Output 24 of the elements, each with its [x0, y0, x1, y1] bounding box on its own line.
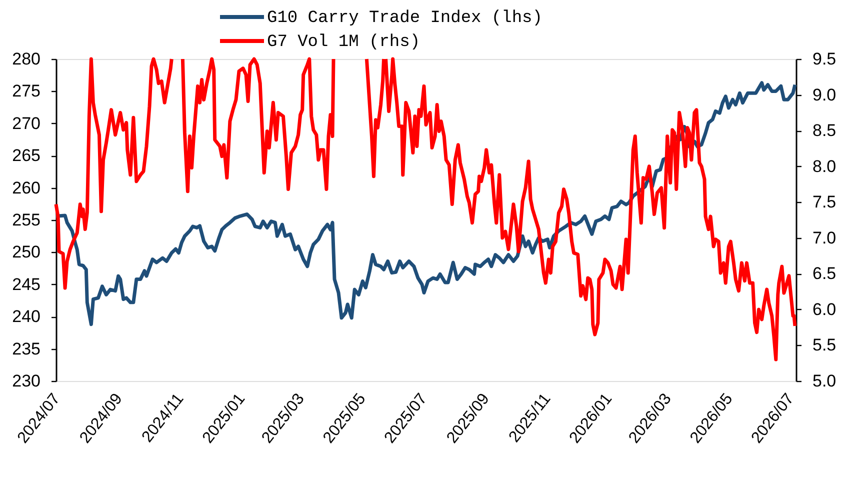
- y2-tick-label: 5.0: [812, 372, 836, 390]
- y2-tick-label: 5.5: [812, 336, 836, 355]
- y-tick-label: 275: [12, 82, 40, 101]
- y2-tick-label: 6.5: [812, 264, 836, 284]
- y-tick-label: 250: [12, 242, 40, 262]
- legend-label: G10 Carry Trade Index (lhs): [267, 9, 542, 28]
- y-tick-label: 270: [12, 114, 40, 133]
- y-tick-label: 260: [12, 178, 40, 198]
- y-tick-label: 280: [12, 50, 40, 68]
- y2-tick-label: 8.0: [812, 156, 836, 176]
- y2-tick-label: 9.5: [812, 50, 836, 68]
- line-series: [54, 81, 797, 326]
- y-tick-label: 265: [12, 146, 40, 166]
- y-tick-label: 255: [12, 210, 40, 230]
- y2-tick-label: 7.5: [812, 192, 836, 212]
- y2-tick-label: 7.0: [812, 228, 836, 248]
- y2-tick-label: 6.0: [812, 300, 836, 319]
- y-tick-label: 245: [12, 274, 40, 294]
- y-tick-label: 235: [12, 339, 40, 358]
- y-tick-label: 230: [12, 372, 40, 390]
- legend-label: G7 Vol 1M (rhs): [267, 33, 420, 52]
- y2-tick-label: 8.5: [812, 121, 836, 140]
- y-tick-label: 240: [12, 307, 40, 326]
- y2-tick-label: 9.0: [812, 85, 836, 104]
